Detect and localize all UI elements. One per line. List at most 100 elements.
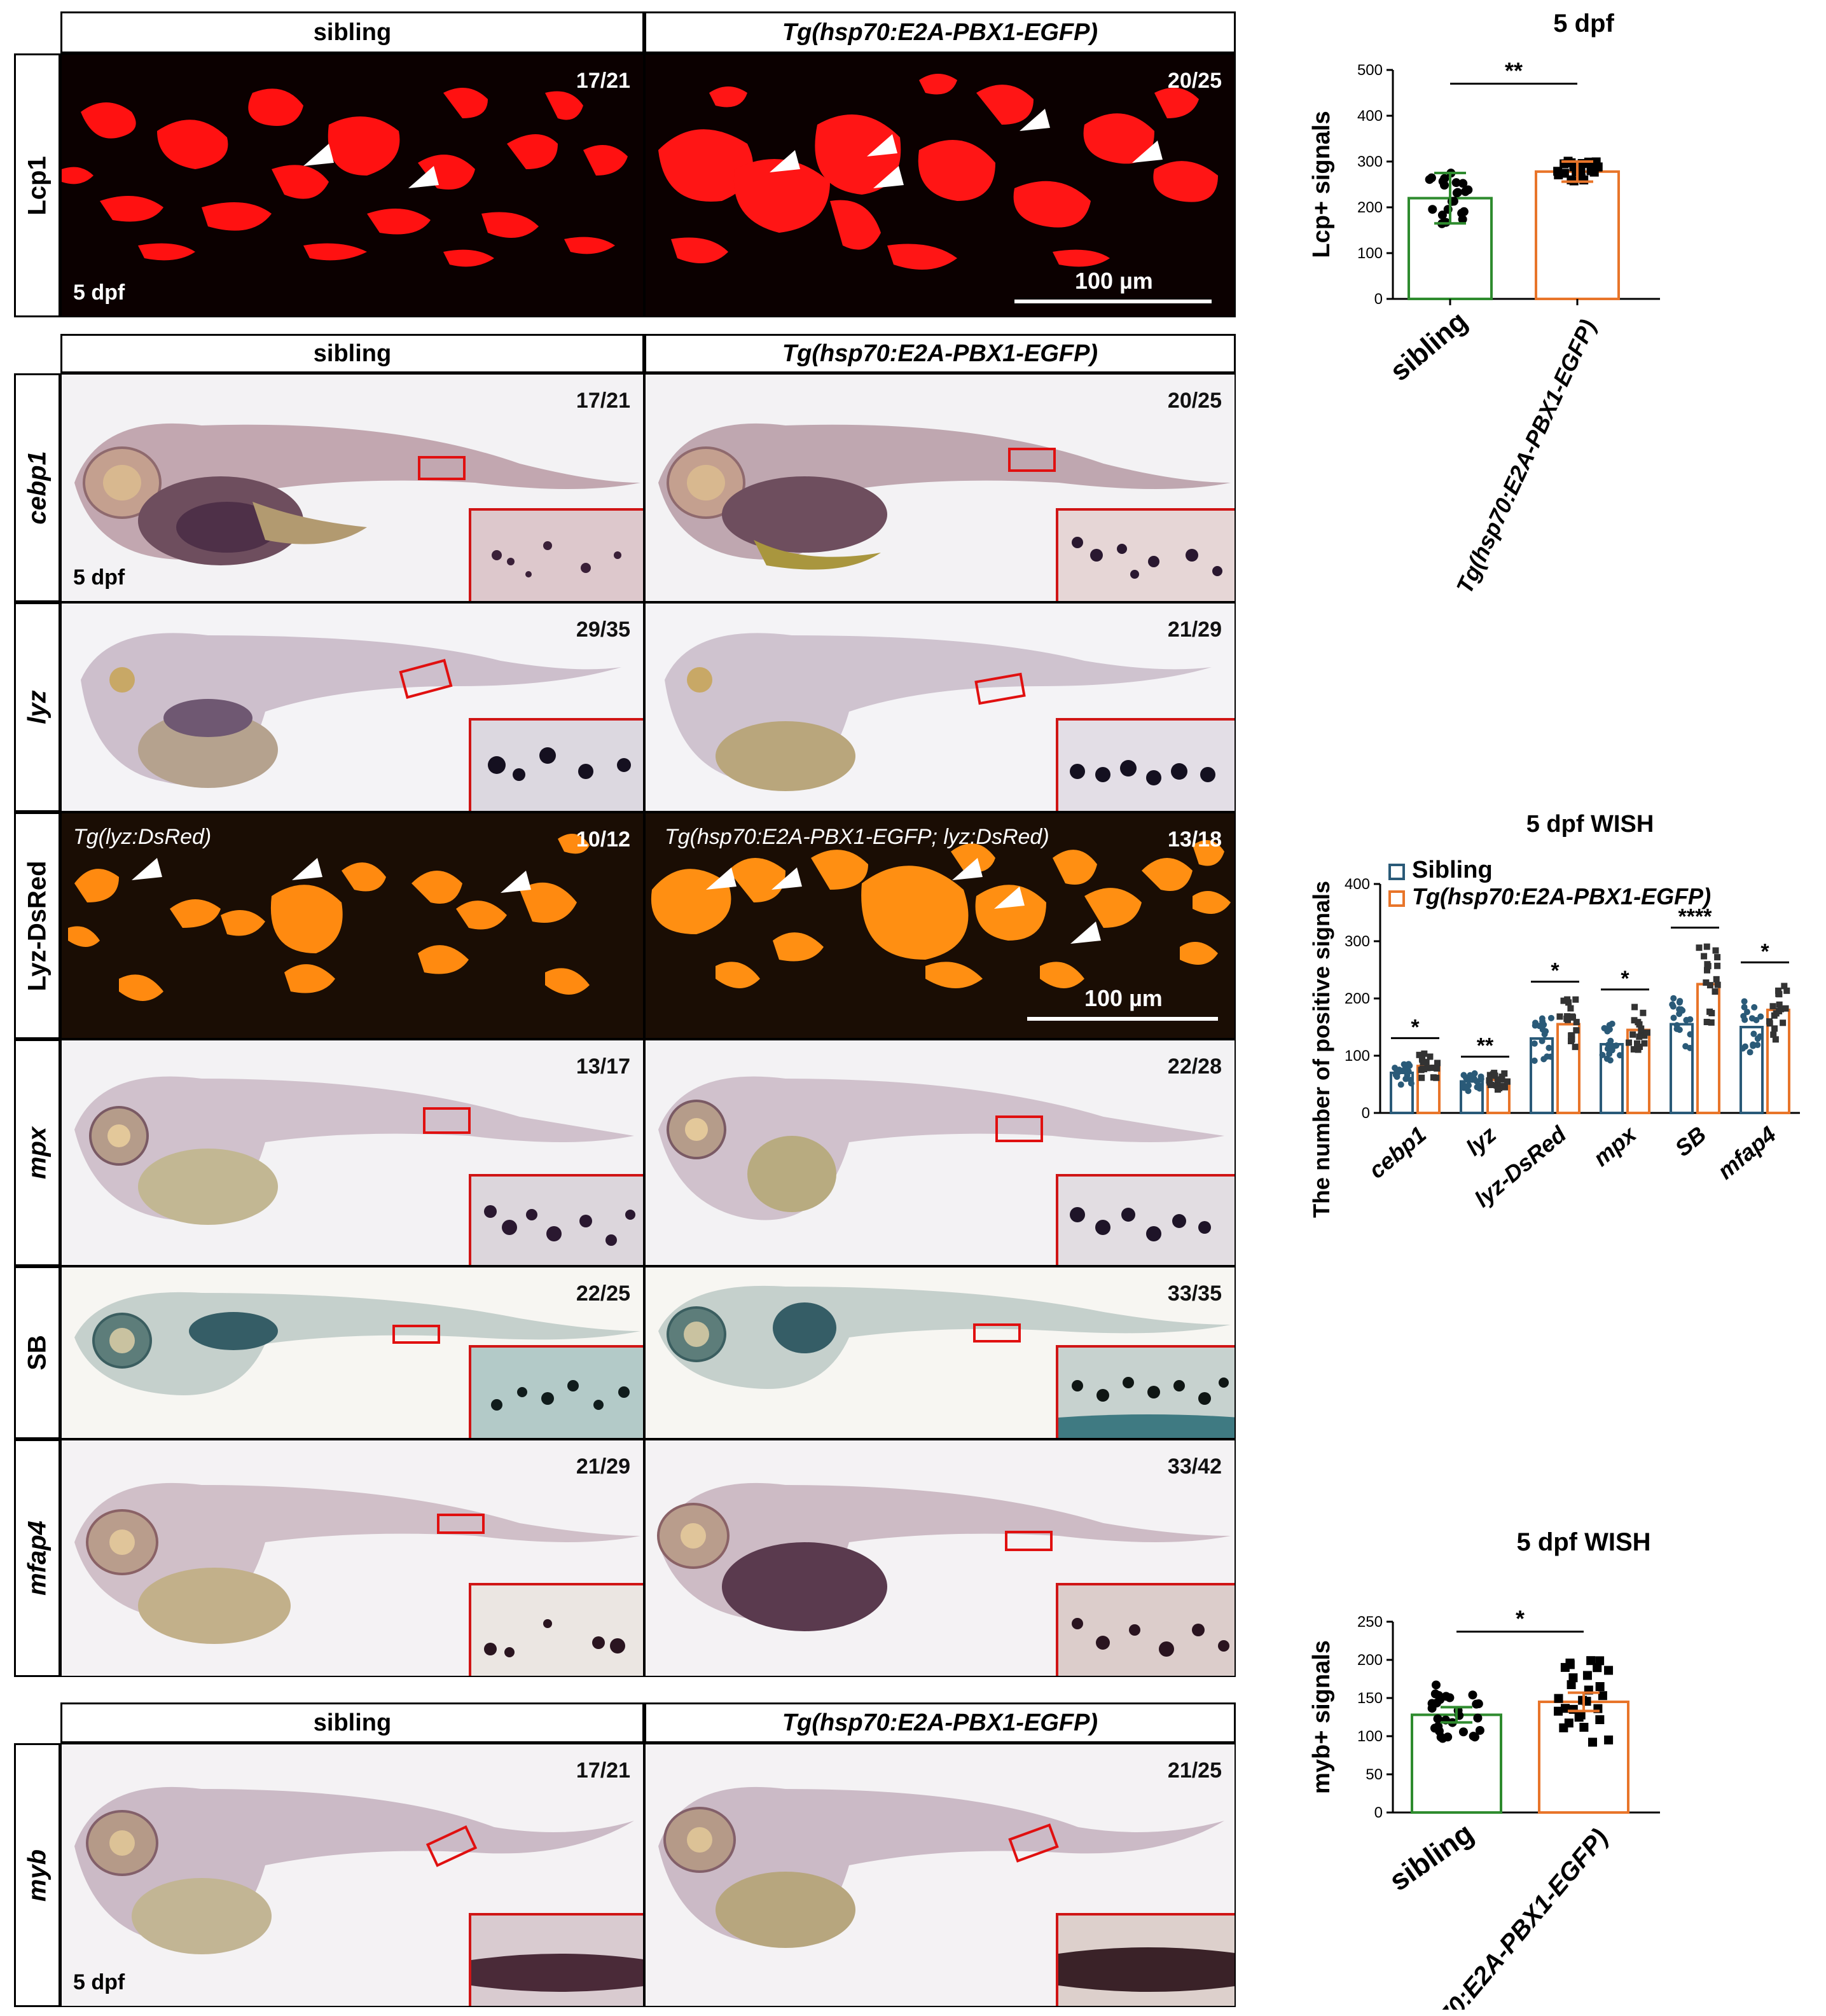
mpx-sibling-image: 13/17 (60, 1039, 644, 1266)
data-point (1430, 1689, 1440, 1699)
significance-label: ** (1477, 1034, 1494, 1058)
data-point (1424, 1065, 1431, 1072)
x-tick-label: lyz (1461, 1121, 1501, 1161)
data-point (1770, 1031, 1777, 1038)
cebp1-sibling-image: 17/21 5 dpf (60, 373, 644, 602)
scale-bar (1014, 300, 1212, 303)
data-point (1476, 1083, 1483, 1090)
data-point (1714, 981, 1721, 988)
data-point (1560, 997, 1567, 1004)
mfap4-sibling-image: 21/29 (60, 1439, 644, 1677)
fluorescent-cells (68, 834, 590, 1001)
data-point (1451, 178, 1461, 188)
zoom-region-box (1008, 448, 1056, 472)
data-point (1459, 207, 1469, 216)
embryo-illustration (658, 423, 1231, 570)
count-mfap4-sibling: 21/29 (576, 1454, 630, 1479)
data-point (1757, 1013, 1764, 1020)
data-point (1458, 1727, 1468, 1737)
inset-dots (491, 1380, 630, 1411)
data-point (1418, 1074, 1425, 1081)
significance-label: * (1551, 959, 1560, 983)
scale-label-lcp1: 100 µm (1075, 268, 1153, 294)
lyzdsred-tg-image: Tg(hsp70:E2A-PBX1-EGFP; lyz:DsRed) 13/18… (644, 812, 1236, 1039)
data-point (1766, 1018, 1773, 1025)
lcp1-sibling-image: 17/21 5 dpf (60, 53, 644, 317)
arrow-icon (1070, 922, 1101, 944)
inset-dots (471, 1954, 643, 1992)
x-tick-label: sibling (1383, 1816, 1479, 1898)
data-point (1769, 1003, 1776, 1010)
x-tick-label: mfap4 (1713, 1121, 1781, 1185)
data-point (1591, 157, 1601, 167)
header-sibling-text: sibling (313, 18, 392, 46)
data-point (1687, 1016, 1694, 1023)
data-point (1565, 999, 1572, 1006)
data-point (1576, 1710, 1586, 1720)
data-point (1460, 1072, 1467, 1079)
data-point (1593, 1663, 1602, 1673)
data-point (1572, 1044, 1579, 1051)
data-point (1630, 1046, 1637, 1053)
data-point (1708, 1010, 1715, 1017)
y-tick-label: 250 (1357, 1613, 1383, 1631)
data-point (1705, 963, 1712, 970)
data-point (1427, 173, 1436, 183)
chart-title: 5 dpf (1553, 10, 1614, 38)
zoom-inset (1056, 1913, 1235, 2006)
data-point (1676, 1026, 1683, 1033)
count-cebp1-tg: 20/25 (1167, 389, 1222, 413)
data-point (1458, 179, 1468, 188)
row-label-sb: SB (14, 1266, 60, 1439)
data-point (1434, 1726, 1444, 1736)
data-point (1635, 1046, 1642, 1053)
row-label-lcp1: Lcp1 (14, 53, 60, 317)
data-point (1613, 1042, 1620, 1049)
x-tick-label: SB (1670, 1121, 1711, 1162)
zoom-region-box (973, 1323, 1021, 1343)
count-cebp1-sibling: 17/21 (576, 389, 630, 413)
data-point (1406, 1062, 1413, 1069)
header-sibling-lcp1: sibling (60, 11, 644, 53)
data-point (1531, 1057, 1538, 1064)
data-point (1469, 1731, 1478, 1741)
embryo-illustration (81, 633, 621, 788)
data-point (1499, 1082, 1506, 1089)
data-point (1486, 1072, 1493, 1079)
data-point (1427, 1704, 1437, 1713)
zoom-inset (469, 1345, 643, 1438)
data-point (1421, 1050, 1428, 1057)
embryo-illustration (658, 1076, 1224, 1220)
data-point (1636, 1033, 1643, 1040)
y-tick-label: 200 (1357, 1652, 1383, 1669)
row-label-lyzdsred-text: Lyz-DsRed (23, 860, 51, 991)
data-point (1586, 1656, 1596, 1666)
data-point (1445, 1693, 1455, 1702)
data-point (1595, 1715, 1605, 1725)
data-point (1560, 1662, 1570, 1672)
sb-tg-image: 33/35 (644, 1266, 1236, 1439)
data-point (1532, 1019, 1539, 1026)
data-point (1498, 1074, 1505, 1080)
data-point (1531, 1040, 1538, 1047)
embryo-illustration (74, 1292, 640, 1395)
data-point (1771, 1012, 1778, 1019)
zoom-inset (1056, 1345, 1235, 1438)
embryo-illustration (658, 1285, 1231, 1389)
data-point (1678, 1006, 1685, 1013)
data-point (1416, 1051, 1423, 1058)
data-point (1554, 1706, 1563, 1716)
arrow-icon (1020, 109, 1050, 131)
data-point (1421, 1059, 1428, 1066)
data-point (1741, 1004, 1748, 1011)
data-point (1539, 1037, 1546, 1044)
data-point (1772, 1036, 1779, 1043)
chart-title: 5 dpf WISH (1526, 811, 1654, 838)
data-point (1568, 1704, 1578, 1714)
embryo-illustration (665, 633, 1212, 791)
data-point (1706, 982, 1713, 989)
data-point (1401, 1067, 1408, 1074)
data-point (1677, 998, 1684, 1005)
y-tick-label: 100 (1357, 1728, 1383, 1745)
bar (1556, 1023, 1580, 1114)
